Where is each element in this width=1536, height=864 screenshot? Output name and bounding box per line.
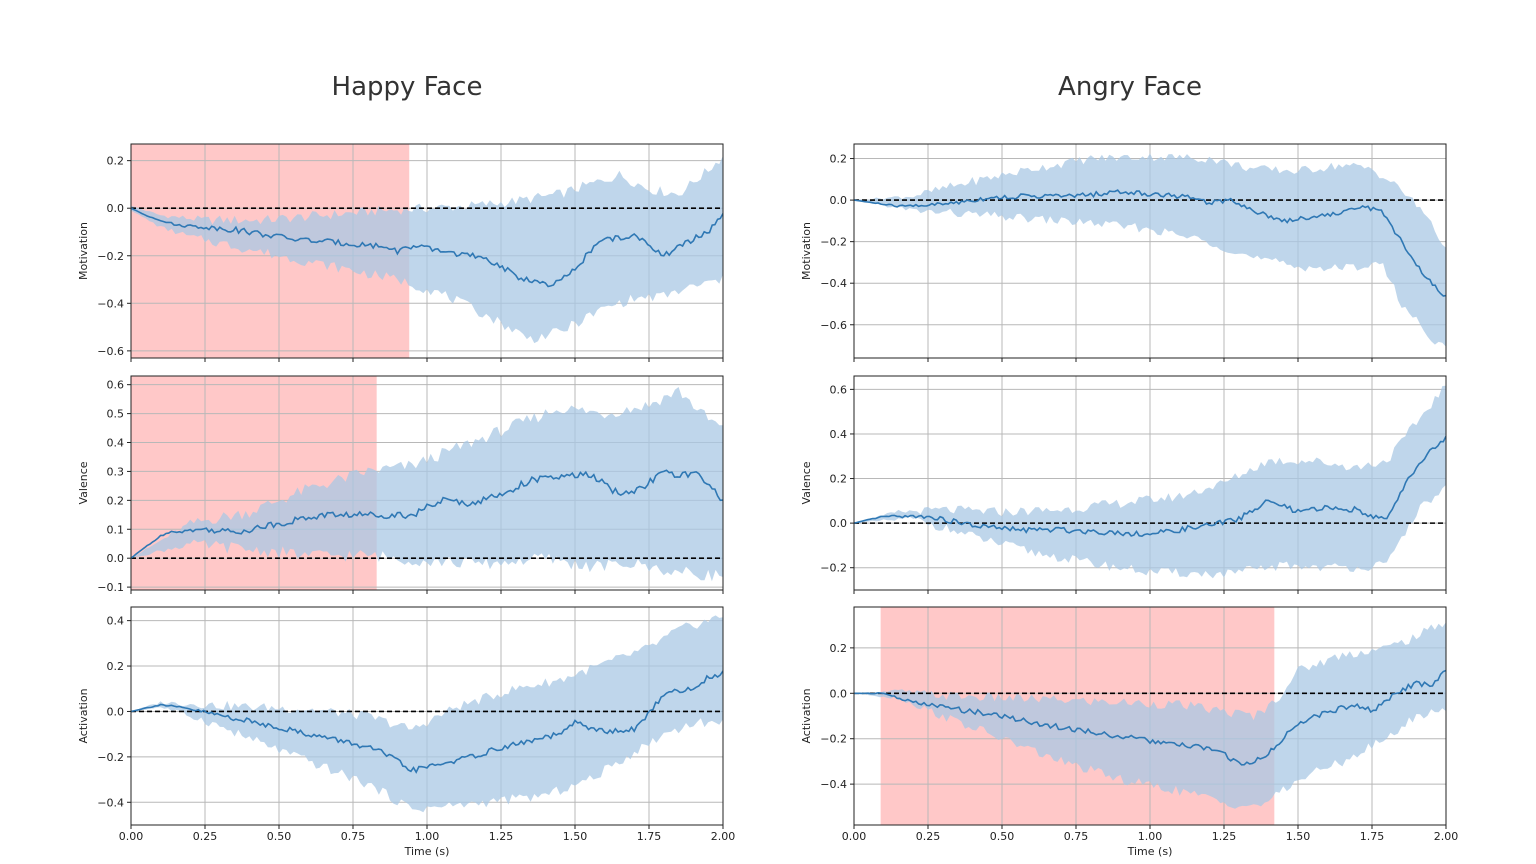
y-tick-label: 0.2 [107,660,125,673]
x-tick-label: 2.00 [1434,830,1459,843]
panel-happy-face-activation: 0.00 0.25 0.50 0.75 1.00 1.25 1.50 1.75 2.00 −0.4… [77,606,736,858]
y-tick-label: 0.5 [107,408,125,421]
mean-series-line [131,469,723,559]
y-tick-label: −0.2 [820,562,847,575]
panel-angry-face-motivation: −0.6 −0.4 −0.2 0.0 0.2 Motivation [800,143,1447,362]
x-tick-label: 0.50 [267,830,292,843]
panel-angry-face-activation: 0.00 0.25 0.50 0.75 1.00 1.25 1.50 1.75 2.00 −0.4… [800,606,1459,858]
y-tick-label: −0.4 [820,778,847,791]
y-tick-label: −0.2 [820,733,847,746]
column-title-angry-face: Angry Face [1058,72,1202,102]
mean-series-line [854,189,1446,297]
x-tick-label: 0.25 [916,830,941,843]
y-tick-label: 0.0 [830,687,848,700]
x-tick-label: 0.25 [193,830,218,843]
y-tick-label: 0.0 [107,705,125,718]
y-tick-label: −0.6 [820,319,847,332]
confidence-band [854,622,1446,809]
confidence-band [131,155,723,344]
mean-series-line [131,207,723,288]
x-tick-label: 1.00 [415,830,440,843]
y-tick-label: 0.2 [107,155,125,168]
column-title-happy-face: Happy Face [331,72,483,102]
panel-angry-face-valence: −0.2 0.0 0.2 0.4 0.6 Valence [800,375,1447,594]
y-tick-label: 0.2 [830,153,848,166]
panel-happy-face-motivation: −0.6 −0.4 −0.2 0.0 0.2 Motivation [77,143,724,362]
x-axis-label: Time (s) [404,845,450,858]
x-tick-label: 1.25 [1212,830,1237,843]
mean-series-line [854,435,1446,538]
x-tick-label: 0.50 [990,830,1015,843]
y-tick-label: −0.4 [97,297,124,310]
x-tick-label: 0.75 [341,830,366,843]
y-tick-label: 0.4 [830,428,848,441]
y-axis-label: Activation [77,688,90,743]
mean-series-line [854,669,1446,766]
y-tick-label: 0.6 [107,379,125,392]
y-tick-label: 0.0 [107,202,125,215]
y-tick-label: −0.4 [820,277,847,290]
mean-series-line [131,670,723,774]
confidence-band [131,615,723,813]
x-tick-label: 1.00 [1138,830,1163,843]
x-tick-label: 1.75 [637,830,662,843]
confidence-band [854,153,1446,347]
y-tick-label: 0.2 [830,642,848,655]
panel-plot-area [131,144,723,358]
y-tick-label: 0.2 [107,494,125,507]
y-tick-label: 0.3 [107,465,125,478]
x-tick-label: 0.00 [842,830,867,843]
y-tick-label: −0.6 [97,345,124,358]
panel-happy-face-valence: −0.1 0.0 0.1 0.2 0.3 0.4 0.5 0.6 Valence [77,375,724,594]
y-axis-label: Motivation [800,222,813,280]
panel-plot-area [131,607,723,825]
y-tick-label: 0.4 [107,437,125,450]
x-tick-label: 0.00 [119,830,144,843]
y-tick-label: −0.2 [97,751,124,764]
y-tick-label: −0.2 [97,250,124,263]
x-tick-label: 1.50 [1286,830,1311,843]
x-tick-label: 1.75 [1360,830,1385,843]
panel-plot-area [854,144,1446,358]
y-tick-label: 0.2 [830,473,848,486]
x-tick-label: 2.00 [711,830,736,843]
y-axis-label: Activation [800,688,813,743]
y-tick-label: 0.0 [107,552,125,565]
y-tick-label: −0.2 [820,236,847,249]
x-tick-label: 0.75 [1064,830,1089,843]
y-axis-label: Valence [77,461,90,504]
y-tick-label: −0.1 [97,581,124,594]
confidence-band [131,387,723,582]
y-tick-label: 0.0 [830,517,848,530]
x-axis-label: Time (s) [1127,845,1173,858]
x-tick-label: 1.25 [489,830,514,843]
y-tick-label: 0.0 [830,194,848,207]
y-tick-label: 0.6 [830,383,848,396]
panel-plot-area [854,376,1446,590]
panel-plot-area [854,607,1446,825]
y-tick-label: 0.4 [107,615,125,628]
y-tick-label: −0.4 [97,796,124,809]
panel-plot-area [131,376,723,590]
y-axis-label: Motivation [77,222,90,280]
y-axis-label: Valence [800,461,813,504]
x-tick-label: 1.50 [563,830,588,843]
y-tick-label: 0.1 [107,523,125,536]
